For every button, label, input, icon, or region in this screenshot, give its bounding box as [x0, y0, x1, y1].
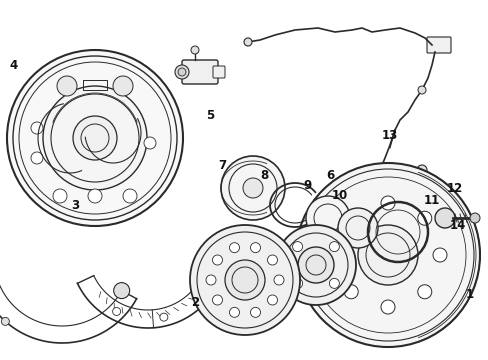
Circle shape	[305, 196, 349, 240]
Circle shape	[432, 248, 446, 262]
Circle shape	[275, 225, 355, 305]
Circle shape	[57, 76, 77, 96]
Circle shape	[329, 278, 339, 288]
Text: 12: 12	[446, 181, 462, 194]
Circle shape	[112, 307, 121, 315]
Circle shape	[370, 196, 378, 204]
Text: 2: 2	[190, 296, 199, 309]
Text: 10: 10	[331, 189, 347, 202]
Circle shape	[250, 243, 260, 253]
Text: 9: 9	[302, 179, 310, 192]
Circle shape	[7, 50, 183, 226]
Circle shape	[267, 255, 277, 265]
Circle shape	[417, 211, 431, 225]
Circle shape	[380, 196, 394, 210]
Text: 7: 7	[218, 158, 225, 171]
FancyBboxPatch shape	[182, 60, 218, 84]
Circle shape	[205, 275, 216, 285]
Circle shape	[143, 137, 156, 149]
Circle shape	[43, 86, 147, 190]
Circle shape	[244, 38, 251, 46]
Circle shape	[267, 295, 277, 305]
Circle shape	[337, 208, 377, 248]
Circle shape	[250, 307, 260, 317]
Circle shape	[31, 152, 43, 164]
Circle shape	[329, 242, 339, 252]
Circle shape	[175, 65, 189, 79]
Circle shape	[31, 122, 43, 134]
Circle shape	[380, 300, 394, 314]
Circle shape	[160, 313, 167, 321]
Circle shape	[1, 318, 9, 325]
Circle shape	[344, 211, 358, 225]
Circle shape	[426, 305, 436, 315]
Circle shape	[193, 294, 201, 302]
Circle shape	[191, 46, 199, 54]
Circle shape	[434, 208, 454, 228]
Circle shape	[178, 68, 185, 76]
Circle shape	[344, 285, 358, 299]
Text: 4: 4	[10, 59, 18, 72]
Circle shape	[297, 247, 333, 283]
Circle shape	[53, 189, 67, 203]
Circle shape	[190, 225, 299, 335]
Text: 5: 5	[205, 108, 214, 122]
Circle shape	[469, 213, 479, 223]
Circle shape	[212, 295, 222, 305]
FancyBboxPatch shape	[213, 66, 224, 78]
Circle shape	[88, 189, 102, 203]
Circle shape	[212, 255, 222, 265]
Circle shape	[295, 163, 479, 347]
Circle shape	[123, 189, 137, 203]
Circle shape	[416, 165, 426, 175]
Circle shape	[328, 248, 342, 262]
Circle shape	[417, 86, 425, 94]
Text: 6: 6	[325, 168, 333, 181]
Circle shape	[221, 156, 285, 220]
Circle shape	[357, 225, 417, 285]
Circle shape	[113, 283, 129, 298]
Circle shape	[273, 275, 284, 285]
Circle shape	[229, 307, 239, 317]
Circle shape	[417, 285, 431, 299]
FancyBboxPatch shape	[426, 37, 450, 53]
Text: 13: 13	[381, 129, 397, 141]
Circle shape	[73, 116, 117, 160]
Text: 11: 11	[423, 194, 439, 207]
Circle shape	[113, 76, 133, 96]
Circle shape	[292, 242, 302, 252]
Text: 14: 14	[449, 219, 465, 231]
Circle shape	[243, 178, 263, 198]
Circle shape	[224, 260, 264, 300]
Text: 8: 8	[259, 168, 267, 181]
Text: 3: 3	[71, 198, 79, 212]
Text: 1: 1	[465, 288, 473, 302]
Circle shape	[229, 243, 239, 253]
Circle shape	[292, 278, 302, 288]
